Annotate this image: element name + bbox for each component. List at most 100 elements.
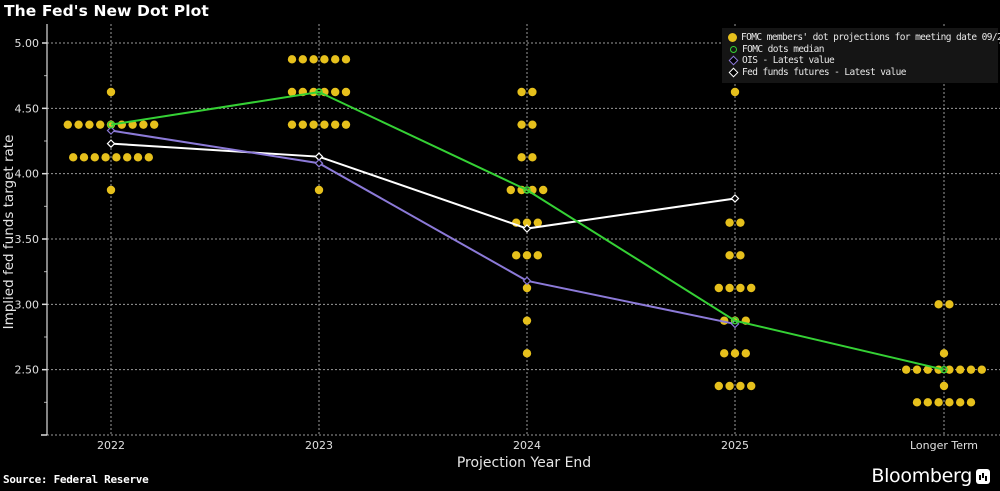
fomc-dot — [522, 349, 532, 358]
fomc-dot — [341, 120, 351, 129]
fomc-dot — [939, 381, 949, 391]
legend: FOMC members' dot projections for meetin… — [722, 28, 1000, 83]
fomc-dot — [69, 153, 78, 162]
series-line — [110, 129, 736, 325]
fomc-dot — [923, 398, 932, 407]
fomc-dot — [287, 55, 297, 64]
fomc-dot — [528, 153, 537, 162]
fomc-dot — [725, 251, 734, 260]
fomc-dot — [539, 185, 548, 195]
fomc-dot — [720, 349, 729, 358]
fomc-dot — [945, 365, 954, 374]
fomc-dot — [934, 300, 943, 309]
fomc-dot — [320, 55, 329, 64]
fomc-dot — [956, 365, 965, 374]
series-line — [110, 90, 945, 371]
gridlines — [47, 24, 1000, 436]
y-tick-label: 2.50 — [15, 364, 40, 377]
dot-plot-chart: 5.00 4.50 4.00 3.50 3.00 2.50 2022 2023 2024 2025… — [1, 24, 1000, 470]
series-lines — [106, 88, 948, 374]
white-diamond-icon — [728, 67, 738, 78]
fomc-dot — [341, 55, 351, 64]
fomc-dot — [341, 87, 351, 97]
fomc-dot — [74, 120, 83, 129]
fomc-dot — [736, 381, 745, 391]
fomc-dot — [945, 300, 954, 309]
fomc-dot — [314, 185, 324, 195]
fomc-dot — [287, 87, 297, 97]
brand-name: Bloomberg — [871, 465, 972, 487]
fomc-dot — [112, 153, 121, 162]
fomc-dot — [106, 87, 116, 97]
fomc-dot — [522, 316, 532, 325]
fomc-dot — [63, 120, 72, 129]
fomc-dot — [902, 365, 911, 374]
y-tick-label: 3.50 — [15, 233, 40, 246]
fomc-dot — [730, 87, 740, 97]
fomc-dot — [287, 120, 297, 129]
fomc-dot — [96, 120, 105, 129]
fomc-dot — [79, 153, 89, 162]
fomc-dot — [309, 55, 318, 64]
median-marker — [731, 316, 739, 325]
fomc-dot — [331, 55, 340, 64]
y-tick-label: 3.00 — [15, 298, 40, 311]
x-tick-label: 2023 — [305, 439, 333, 452]
fomc-dot — [945, 398, 954, 407]
fomc-dot — [747, 381, 756, 391]
fomc-dot — [725, 381, 734, 391]
fomc-dot — [522, 283, 532, 293]
green-ring-icon — [729, 45, 737, 53]
fomc-dot — [966, 398, 976, 407]
diamond-marker — [314, 152, 324, 162]
fomc-dot — [517, 120, 526, 129]
fomc-dot — [725, 283, 734, 293]
fomc-dot — [741, 349, 750, 358]
axes: 5.00 4.50 4.00 3.50 3.00 2.50 2022 2023 2024 2025… — [15, 24, 978, 452]
fomc-dot — [320, 120, 329, 129]
diamond-marker — [314, 158, 324, 168]
y-tick-label: 4.00 — [15, 168, 40, 181]
fomc-dot — [298, 120, 307, 129]
fomc-dot — [144, 153, 153, 162]
purple-diamond-icon — [728, 55, 738, 66]
x-tick-label: 2022 — [97, 439, 125, 452]
fomc-dot — [912, 398, 922, 407]
legend-item-ois: OIS - Latest value — [728, 55, 998, 67]
diamond-marker — [106, 126, 116, 135]
fomc-dot — [106, 185, 116, 195]
fomc-dot — [528, 120, 537, 129]
source-note: Source: Federal Reserve — [3, 473, 149, 486]
x-tick-label: 2024 — [513, 439, 541, 452]
fomc-dot — [939, 349, 949, 358]
diamond-marker — [106, 139, 116, 148]
fomc-dot — [331, 120, 340, 129]
fomc-dot — [85, 120, 94, 129]
fomc-dot — [101, 153, 110, 162]
legend-item-dots: FOMC members' dot projections for meetin… — [728, 32, 1000, 44]
fomc-dot — [977, 365, 986, 374]
fomc-dot — [736, 251, 745, 260]
y-axis-label: Implied fed funds target rate — [1, 135, 17, 330]
bloomberg-chart-icon — [976, 468, 990, 484]
fomc-dot — [522, 251, 532, 260]
fomc-dot — [150, 120, 159, 129]
fomc-dot — [714, 283, 723, 293]
fomc-dot — [309, 120, 318, 129]
fomc-dot — [522, 218, 532, 227]
median-marker — [940, 365, 948, 374]
fomc-dot — [730, 349, 740, 358]
fomc-dot — [934, 398, 943, 407]
fomc-dot — [517, 153, 526, 162]
series-line — [110, 142, 736, 230]
diamond-marker — [522, 276, 532, 286]
chart-title: The Fed's New Dot Plot — [4, 2, 209, 20]
diamond-marker — [522, 224, 532, 233]
bloomberg-logo: Bloomberg — [871, 465, 990, 487]
fomc-dot — [90, 153, 100, 162]
x-tick-label: Longer Term — [910, 439, 978, 452]
legend-item-median: FOMC dots median — [728, 44, 998, 56]
fomc-dot — [736, 283, 745, 293]
median-marker — [107, 120, 115, 129]
fomc-dot — [533, 218, 542, 227]
